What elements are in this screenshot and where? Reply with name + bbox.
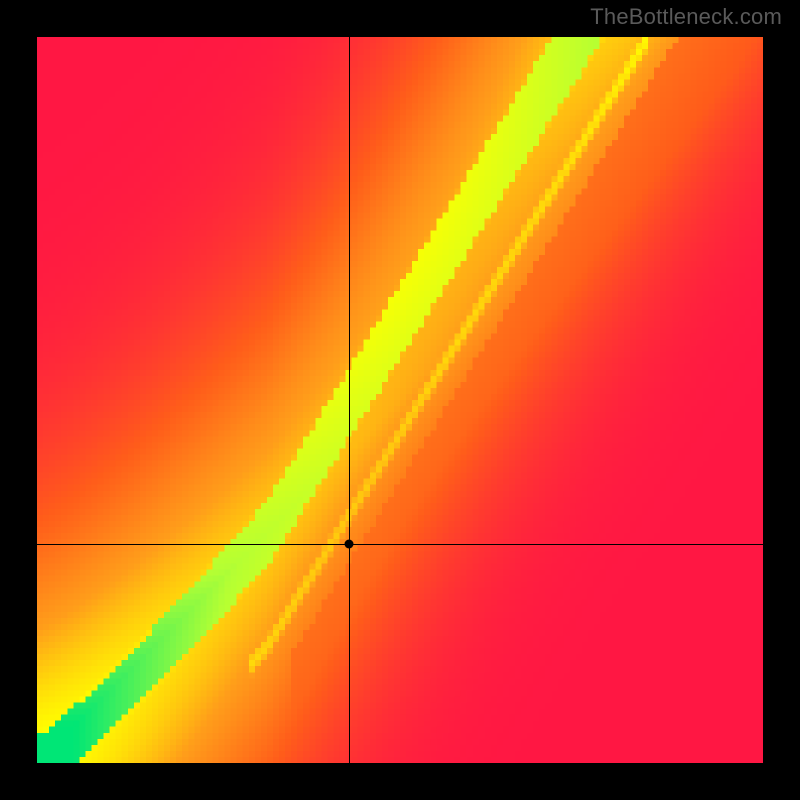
heatmap-canvas [37, 37, 763, 763]
crosshair-horizontal [37, 544, 763, 545]
crosshair-vertical [349, 37, 350, 763]
watermark-label: TheBottleneck.com [590, 4, 782, 30]
heatmap-plot [37, 37, 763, 763]
marker-dot [345, 539, 354, 548]
chart-container: TheBottleneck.com [0, 0, 800, 800]
